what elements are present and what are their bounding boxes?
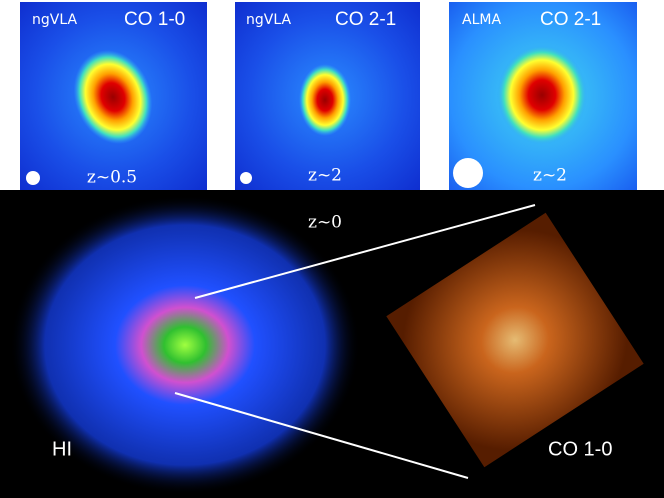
line-label: CO 2-1 (335, 9, 396, 30)
instrument-label: ALMA (462, 12, 501, 28)
line-label: CO 1-0 (124, 9, 185, 30)
panel-1: ngVLA CO 1-0 z~0.5 (20, 2, 207, 190)
panel-2: ngVLA CO 2-1 z~2 (235, 2, 420, 190)
redshift-label: z~2 (308, 166, 342, 186)
instrument-label: ngVLA (246, 12, 291, 28)
co-label: CO 1-0 (548, 438, 612, 460)
instrument-label: ngVLA (32, 12, 77, 28)
hi-label: HI (52, 438, 72, 460)
panel-3: ALMA CO 2-1 z~2 (449, 2, 637, 190)
main-panel: z~0 HI CO 1-0 (0, 190, 664, 498)
redshift-label: z~2 (533, 166, 567, 186)
line-label: CO 2-1 (540, 9, 601, 30)
redshift-label: z~0.5 (87, 168, 137, 188)
co-map (386, 212, 644, 468)
redshift-label: z~0 (308, 213, 342, 233)
